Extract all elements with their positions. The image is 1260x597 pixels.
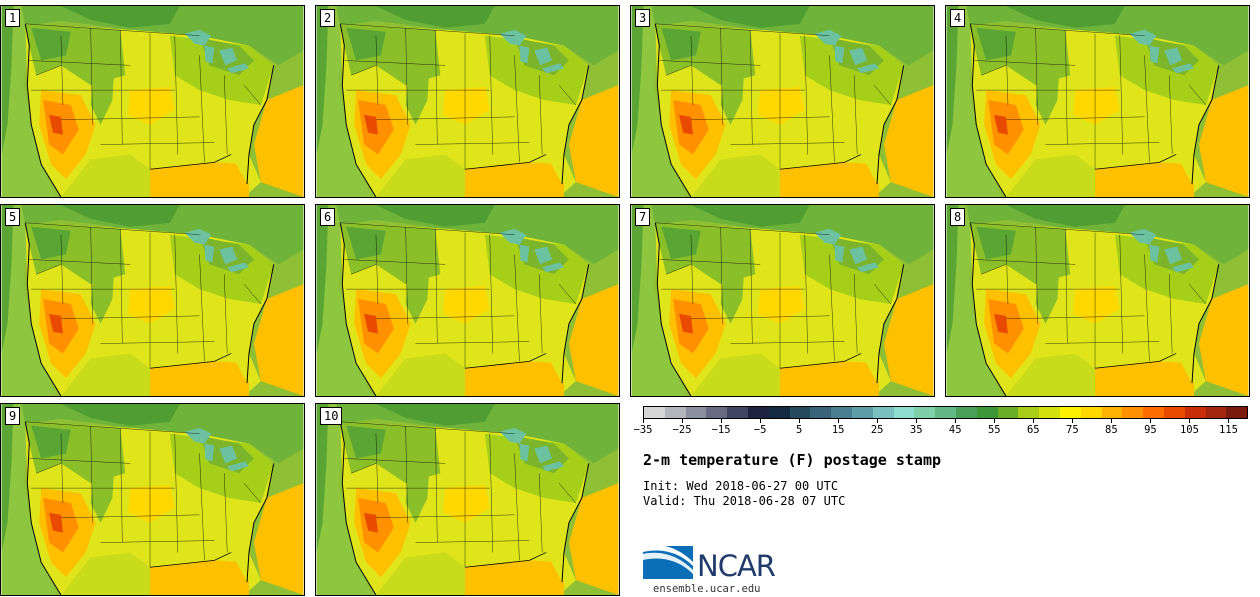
colorbar-segment <box>1226 407 1248 418</box>
temperature-map-1 <box>1 6 304 197</box>
colorbar-segment <box>935 407 956 418</box>
colorbar-segment <box>1143 407 1164 418</box>
temperature-colorbar <box>643 406 1248 419</box>
panel-member-10: 10 <box>315 403 620 596</box>
colorbar-segment <box>1205 407 1227 418</box>
colorbar-tick <box>838 419 840 423</box>
panel-number-label: 9 <box>5 407 21 425</box>
temperature-map-7 <box>631 205 934 396</box>
colorbar-segment <box>685 407 707 418</box>
colorbar-segment <box>872 407 894 418</box>
colorbar-tick-label: 55 <box>987 424 1001 436</box>
colorbar-segment <box>644 407 665 418</box>
ncar-logo-text: NCAR <box>697 549 776 583</box>
colorbar-segment <box>1080 407 1102 418</box>
ncar-url: ensemble.ucar.edu <box>653 583 761 595</box>
colorbar-segment <box>768 407 790 418</box>
colorbar-tick-label: 15 <box>831 424 845 436</box>
temperature-map-3 <box>631 6 934 197</box>
colorbar-segment <box>1122 407 1144 418</box>
colorbar-segment <box>747 407 769 418</box>
panel-number-label: 2 <box>320 9 336 27</box>
panel-member-8: 8 <box>945 204 1250 397</box>
panel-member-7: 7 <box>630 204 935 397</box>
colorbar-tick <box>799 419 801 423</box>
colorbar-tick <box>994 419 996 423</box>
panel-number-label: 4 <box>950 9 966 27</box>
colorbar-segment <box>706 407 728 418</box>
temperature-map-9 <box>1 404 304 595</box>
colorbar-segment <box>1163 407 1185 418</box>
colorbar-segment <box>1039 407 1060 418</box>
colorbar-segment <box>1018 407 1040 418</box>
panel-number-label: 6 <box>320 208 336 226</box>
colorbar-tick-label: 105 <box>1179 424 1199 436</box>
ncar-logo-icon <box>643 544 693 579</box>
panel-number-label: 10 <box>320 407 343 425</box>
colorbar-tick-label: −5 <box>753 424 767 436</box>
temperature-map-5 <box>1 205 304 396</box>
colorbar-tick-label: 35 <box>909 424 923 436</box>
colorbar-tick <box>1033 419 1035 423</box>
panel-number-label: 8 <box>950 208 966 226</box>
colorbar-tick-label: 95 <box>1144 424 1157 436</box>
colorbar-segment <box>664 407 686 418</box>
panel-member-2: 2 <box>315 5 620 198</box>
figure-title: 2-m temperature (F) postage stamp <box>643 451 942 469</box>
colorbar-segment <box>810 407 832 418</box>
panel-number-label: 7 <box>635 208 651 226</box>
temperature-map-8 <box>946 205 1249 396</box>
colorbar-segment <box>1101 407 1123 418</box>
colorbar-segment <box>1184 407 1206 418</box>
colorbar-segment <box>997 407 1019 418</box>
colorbar-tick <box>916 419 918 423</box>
colorbar-tick <box>955 419 957 423</box>
temperature-map-2 <box>316 6 619 197</box>
colorbar-segment <box>831 407 852 418</box>
panel-member-6: 6 <box>315 204 620 397</box>
temperature-map-4 <box>946 6 1249 197</box>
colorbar-tick <box>1228 419 1230 423</box>
colorbar-segment <box>893 407 915 418</box>
colorbar-tick-label: 5 <box>795 424 803 436</box>
colorbar-segment <box>955 407 977 418</box>
colorbar-tick <box>1150 419 1152 423</box>
colorbar-tick <box>1111 419 1113 423</box>
panel-number-label: 1 <box>5 9 21 27</box>
colorbar-tick <box>643 419 644 423</box>
temperature-map-6 <box>316 205 619 396</box>
colorbar-tick <box>760 419 762 423</box>
colorbar-segment <box>727 407 748 418</box>
init-time: Init: Wed 2018-06-27 00 UTC <box>643 479 839 493</box>
panel-member-9: 9 <box>0 403 305 596</box>
colorbar-segment <box>1059 407 1081 418</box>
colorbar-tick-label: −35 <box>633 424 653 436</box>
colorbar-tick <box>1189 419 1191 423</box>
colorbar-segment <box>851 407 873 418</box>
panel-number-label: 3 <box>635 9 651 27</box>
colorbar-tick-label: 65 <box>1026 424 1040 436</box>
temperature-map-10 <box>316 404 619 595</box>
valid-time: Valid: Thu 2018-06-28 07 UTC <box>643 494 846 508</box>
colorbar-segment <box>914 407 936 418</box>
colorbar-tick <box>682 419 684 423</box>
colorbar-tick <box>877 419 879 423</box>
panel-member-1: 1 <box>0 5 305 198</box>
colorbar-segment <box>976 407 998 418</box>
panel-member-5: 5 <box>0 204 305 397</box>
colorbar-segment <box>789 407 811 418</box>
colorbar-tick-label: −15 <box>711 424 731 436</box>
colorbar-tick-label: 75 <box>1066 424 1079 436</box>
colorbar-tick <box>1072 419 1074 423</box>
panel-member-4: 4 <box>945 5 1250 198</box>
colorbar-tick <box>721 419 723 423</box>
panel-member-3: 3 <box>630 5 935 198</box>
colorbar-tick-label: −25 <box>672 424 692 436</box>
colorbar-tick-label: 45 <box>948 424 962 436</box>
panel-number-label: 5 <box>5 208 21 226</box>
colorbar-ticks: −35 −25 −15 −5 5 15 25 35 45 55 65 75 85 95 105 115 <box>634 419 1248 439</box>
colorbar-tick-label: 85 <box>1105 424 1118 436</box>
colorbar-tick-label: 115 <box>1218 424 1238 436</box>
colorbar-tick-label: 25 <box>870 424 884 436</box>
